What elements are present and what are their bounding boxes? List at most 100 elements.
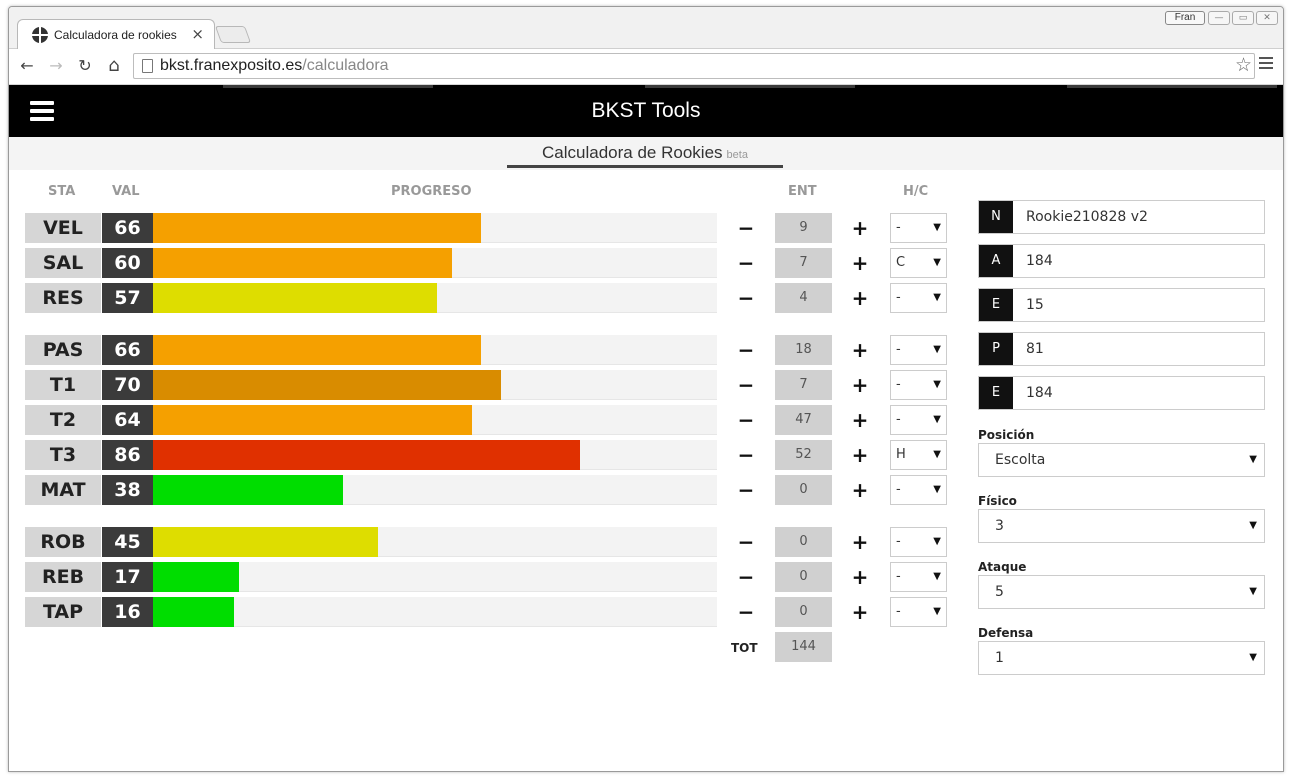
player-field-e[interactable]: E 184 bbox=[978, 376, 1265, 410]
window-close-button[interactable]: ✕ bbox=[1256, 11, 1278, 25]
player-field-e[interactable]: E 15 bbox=[978, 288, 1265, 322]
browser-tab[interactable]: Calculadora de rookies × bbox=[17, 19, 215, 50]
increment-button[interactable]: + bbox=[851, 216, 869, 240]
decrement-button[interactable]: − bbox=[737, 338, 755, 362]
field-input[interactable]: 81 bbox=[1026, 341, 1044, 357]
hc-select[interactable]: - ▼ bbox=[890, 335, 947, 365]
decrement-button[interactable]: − bbox=[737, 565, 755, 589]
field-key: E bbox=[979, 289, 1013, 321]
field-input[interactable]: 184 bbox=[1026, 385, 1053, 401]
increment-button[interactable]: + bbox=[851, 286, 869, 310]
stat-value: 60 bbox=[102, 248, 153, 278]
progress-track bbox=[153, 283, 717, 313]
hc-select[interactable]: - ▼ bbox=[890, 213, 947, 243]
dropdown-arrow-icon: ▼ bbox=[933, 344, 941, 355]
stat-name: MAT bbox=[25, 475, 101, 505]
increment-button[interactable]: + bbox=[851, 443, 869, 467]
page-content: BKST Tools Calculadora de Rookies beta ST… bbox=[9, 85, 1283, 771]
back-button[interactable]: ← bbox=[20, 56, 34, 75]
select-label: Ataque bbox=[978, 560, 1027, 574]
decrement-button[interactable]: − bbox=[737, 478, 755, 502]
hc-select[interactable]: H ▼ bbox=[890, 440, 947, 470]
reload-button[interactable]: ↻ bbox=[78, 56, 92, 75]
ent-value: 9 bbox=[775, 213, 832, 243]
increment-button[interactable]: + bbox=[851, 338, 869, 362]
browser-toolbar: ← → ↻ ⌂ bkst.franexposito.es/calculadora… bbox=[9, 49, 1283, 85]
address-bar[interactable]: bkst.franexposito.es/calculadora ☆ bbox=[133, 53, 1255, 79]
decrement-button[interactable]: − bbox=[737, 408, 755, 432]
increment-button[interactable]: + bbox=[851, 478, 869, 502]
hc-select[interactable]: - ▼ bbox=[890, 597, 947, 627]
player-field-n[interactable]: N Rookie210828 v2 bbox=[978, 200, 1265, 234]
total-label: TOT bbox=[731, 641, 758, 655]
hc-select[interactable]: - ▼ bbox=[890, 283, 947, 313]
player-field-p[interactable]: P 81 bbox=[978, 332, 1265, 366]
minimize-button[interactable]: — bbox=[1208, 11, 1230, 25]
dropdown-arrow-icon: ▼ bbox=[1249, 652, 1257, 663]
hc-select[interactable]: - ▼ bbox=[890, 405, 947, 435]
decrement-button[interactable]: − bbox=[737, 443, 755, 467]
stat-value: 57 bbox=[102, 283, 153, 313]
decrement-button[interactable]: − bbox=[737, 286, 755, 310]
app-title: BKST Tools bbox=[591, 99, 701, 122]
increment-button[interactable]: + bbox=[851, 373, 869, 397]
increment-button[interactable]: + bbox=[851, 251, 869, 275]
progress-bar bbox=[153, 335, 481, 365]
dropdown-arrow-icon: ▼ bbox=[933, 292, 941, 303]
hc-select-value: - bbox=[896, 569, 901, 584]
decrement-button[interactable]: − bbox=[737, 373, 755, 397]
increment-button[interactable]: + bbox=[851, 565, 869, 589]
decrement-button[interactable]: − bbox=[737, 251, 755, 275]
stat-name: PAS bbox=[25, 335, 101, 365]
select-dropdown[interactable]: 5 ▼ bbox=[978, 575, 1265, 609]
forward-button[interactable]: → bbox=[49, 56, 63, 75]
stat-name: RES bbox=[25, 283, 101, 313]
field-input[interactable]: Rookie210828 v2 bbox=[1026, 209, 1148, 225]
bookmark-star-icon[interactable]: ☆ bbox=[1234, 54, 1252, 76]
hamburger-menu-icon[interactable] bbox=[30, 101, 54, 125]
browser-menu-icon[interactable] bbox=[1259, 57, 1273, 72]
maximize-button[interactable]: ▭ bbox=[1232, 11, 1254, 25]
decrement-button[interactable]: − bbox=[737, 216, 755, 240]
hc-select[interactable]: - ▼ bbox=[890, 475, 947, 505]
profile-button[interactable]: Fran bbox=[1165, 11, 1205, 25]
increment-button[interactable]: + bbox=[851, 600, 869, 624]
field-key: N bbox=[979, 201, 1013, 233]
ent-value: 0 bbox=[775, 475, 832, 505]
select-dropdown[interactable]: Escolta ▼ bbox=[978, 443, 1265, 477]
increment-button[interactable]: + bbox=[851, 408, 869, 432]
hc-select[interactable]: - ▼ bbox=[890, 527, 947, 557]
home-button[interactable]: ⌂ bbox=[108, 55, 120, 76]
close-tab-icon[interactable]: × bbox=[191, 25, 204, 43]
stat-row-t2: T2 64−47 + - ▼ bbox=[25, 405, 949, 435]
ent-value: 7 bbox=[775, 248, 832, 278]
dropdown-arrow-icon: ▼ bbox=[933, 536, 941, 547]
field-key: P bbox=[979, 333, 1013, 365]
decrement-button[interactable]: − bbox=[737, 530, 755, 554]
select-dropdown[interactable]: 1 ▼ bbox=[978, 641, 1265, 675]
select-dropdown[interactable]: 3 ▼ bbox=[978, 509, 1265, 543]
ent-value: 7 bbox=[775, 370, 832, 400]
player-field-a[interactable]: A 184 bbox=[978, 244, 1265, 278]
tab-title: Calculadora de rookies bbox=[54, 28, 177, 42]
decrement-button[interactable]: − bbox=[737, 600, 755, 624]
title-bar: Calculadora de rookies × Fran — ▭ ✕ bbox=[9, 7, 1283, 50]
progress-bar bbox=[153, 562, 239, 592]
hc-select[interactable]: - ▼ bbox=[890, 370, 947, 400]
select-value: 1 bbox=[995, 650, 1004, 666]
field-input[interactable]: 184 bbox=[1026, 253, 1053, 269]
hc-select[interactable]: C ▼ bbox=[890, 248, 947, 278]
progress-bar bbox=[153, 527, 378, 557]
increment-button[interactable]: + bbox=[851, 530, 869, 554]
new-tab-button[interactable] bbox=[214, 26, 252, 43]
stat-value: 45 bbox=[102, 527, 153, 557]
progress-track bbox=[153, 335, 717, 365]
progress-track bbox=[153, 562, 717, 592]
progress-bar bbox=[153, 597, 234, 627]
field-input[interactable]: 15 bbox=[1026, 297, 1044, 313]
hc-select[interactable]: - ▼ bbox=[890, 562, 947, 592]
url-host: bkst.franexposito.es bbox=[160, 57, 303, 74]
app-navbar: BKST Tools bbox=[9, 85, 1283, 137]
progress-bar bbox=[153, 248, 452, 278]
stat-name: T3 bbox=[25, 440, 101, 470]
